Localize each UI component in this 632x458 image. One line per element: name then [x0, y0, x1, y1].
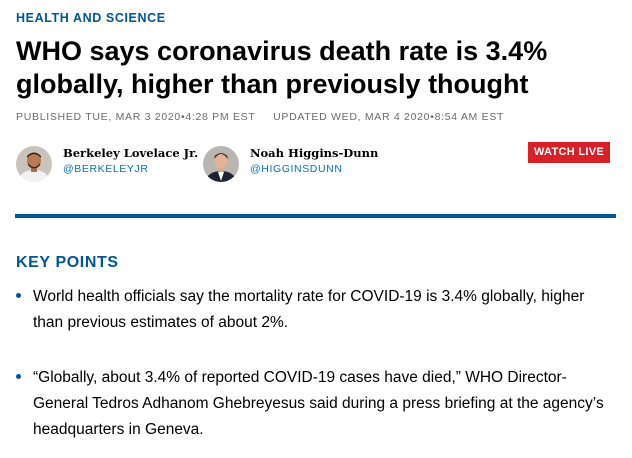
author-twitter-link[interactable]: @BERKELEYJR [63, 163, 149, 175]
author-twitter-link[interactable]: @HIGGINSDUNN [250, 163, 343, 175]
author-name-link[interactable]: Noah Higgins-Dunn [250, 146, 379, 160]
published-time: PUBLISHED TUE, MAR 3 2020•4:28 PM EST [16, 111, 256, 123]
list-item: World health officials say the mortality… [16, 284, 616, 336]
section-link[interactable]: HEALTH AND SCIENCE [16, 11, 166, 25]
key-points-list: World health officials say the mortality… [16, 284, 616, 443]
key-point-text: World health officials say the mortality… [33, 288, 585, 331]
bullet-icon [16, 293, 21, 298]
author-avatar[interactable] [203, 146, 239, 182]
key-point-text: “Globally, about 3.4% of reported COVID-… [33, 369, 604, 438]
key-points-heading: KEY POINTS [16, 254, 119, 271]
article-timestamps: PUBLISHED TUE, MAR 3 2020•4:28 PM EST UP… [16, 111, 504, 123]
watch-live-button[interactable]: WATCH LIVE [528, 142, 610, 163]
section-divider [15, 214, 616, 218]
author-photo-icon [203, 146, 239, 182]
list-item: “Globally, about 3.4% of reported COVID-… [16, 365, 616, 443]
author-name-link[interactable]: Berkeley Lovelace Jr. [63, 146, 199, 160]
updated-time: UPDATED WED, MAR 4 2020•8:54 AM EST [273, 111, 505, 123]
article-headline: WHO says coronavirus death rate is 3.4% … [16, 36, 548, 99]
author-photo-icon [16, 146, 52, 182]
author-avatar[interactable] [16, 146, 52, 182]
bullet-icon [16, 374, 21, 379]
